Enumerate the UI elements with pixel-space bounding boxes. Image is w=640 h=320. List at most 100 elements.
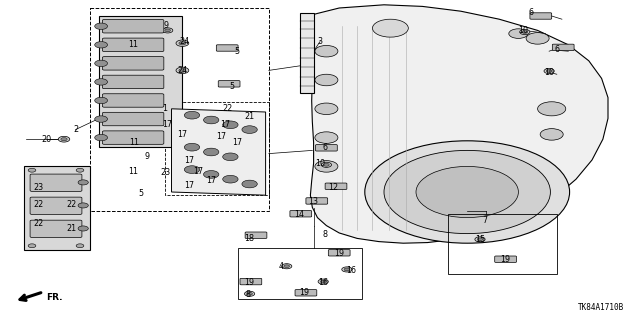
Circle shape: [372, 19, 408, 37]
Circle shape: [223, 175, 238, 183]
Text: 18: 18: [244, 234, 255, 243]
Circle shape: [547, 70, 552, 72]
FancyBboxPatch shape: [102, 57, 164, 70]
Circle shape: [526, 33, 549, 44]
Circle shape: [384, 150, 550, 234]
Text: 9: 9: [145, 152, 150, 161]
FancyBboxPatch shape: [295, 290, 317, 296]
Text: 24: 24: [177, 66, 188, 75]
Text: 17: 17: [193, 167, 204, 176]
FancyBboxPatch shape: [102, 112, 164, 126]
Text: 19: 19: [299, 288, 309, 297]
Circle shape: [416, 166, 518, 218]
Circle shape: [76, 168, 84, 172]
Text: 19: 19: [500, 255, 511, 264]
Circle shape: [223, 153, 238, 161]
Circle shape: [204, 148, 219, 156]
Circle shape: [284, 265, 289, 268]
Circle shape: [163, 28, 173, 33]
FancyBboxPatch shape: [306, 198, 328, 204]
Polygon shape: [99, 16, 182, 147]
FancyBboxPatch shape: [240, 278, 262, 285]
Text: 7: 7: [483, 216, 488, 225]
Circle shape: [184, 166, 200, 173]
Text: 24: 24: [179, 37, 189, 46]
FancyBboxPatch shape: [552, 44, 574, 51]
FancyBboxPatch shape: [30, 197, 82, 214]
Text: 5: 5: [138, 189, 143, 198]
FancyBboxPatch shape: [325, 183, 347, 189]
Circle shape: [95, 79, 108, 85]
Circle shape: [223, 121, 238, 129]
Text: 8: 8: [246, 290, 251, 299]
Text: 13: 13: [308, 197, 319, 206]
Polygon shape: [172, 109, 266, 195]
Polygon shape: [310, 5, 608, 243]
FancyBboxPatch shape: [495, 256, 516, 262]
Circle shape: [58, 136, 70, 142]
Circle shape: [95, 42, 108, 48]
Circle shape: [321, 162, 332, 167]
Circle shape: [282, 264, 292, 269]
Text: 5: 5: [234, 47, 239, 56]
Circle shape: [475, 237, 485, 242]
Circle shape: [344, 268, 349, 271]
Polygon shape: [24, 166, 90, 250]
FancyBboxPatch shape: [290, 211, 312, 217]
Circle shape: [204, 116, 219, 124]
Circle shape: [78, 203, 88, 208]
Text: 23: 23: [33, 183, 44, 192]
Circle shape: [165, 29, 170, 32]
Circle shape: [95, 60, 108, 67]
Circle shape: [95, 134, 108, 141]
FancyBboxPatch shape: [245, 232, 267, 238]
Text: 14: 14: [294, 210, 305, 219]
Text: 8: 8: [323, 230, 328, 239]
Circle shape: [365, 141, 570, 243]
Circle shape: [242, 126, 257, 133]
FancyBboxPatch shape: [102, 75, 164, 89]
Circle shape: [544, 68, 554, 74]
Circle shape: [28, 168, 36, 172]
Circle shape: [538, 102, 566, 116]
Text: 17: 17: [184, 156, 194, 164]
Text: 17: 17: [206, 176, 216, 185]
Circle shape: [95, 97, 108, 104]
Text: 16: 16: [346, 266, 356, 275]
Circle shape: [204, 171, 219, 178]
Circle shape: [315, 103, 338, 115]
FancyBboxPatch shape: [316, 145, 337, 151]
Text: 1: 1: [163, 104, 168, 113]
Circle shape: [315, 161, 338, 172]
Text: 21: 21: [67, 224, 77, 233]
Circle shape: [315, 45, 338, 57]
FancyBboxPatch shape: [30, 220, 82, 237]
Text: 15: 15: [475, 236, 485, 244]
Circle shape: [520, 29, 530, 35]
Text: 16: 16: [318, 278, 328, 287]
Text: 6: 6: [554, 45, 559, 54]
Circle shape: [321, 280, 326, 283]
FancyBboxPatch shape: [328, 250, 350, 256]
Text: 17: 17: [163, 120, 173, 129]
Circle shape: [509, 29, 528, 38]
Circle shape: [61, 138, 67, 141]
Text: 19: 19: [334, 249, 344, 258]
Text: 17: 17: [177, 130, 188, 139]
Text: 12: 12: [328, 183, 338, 192]
Circle shape: [315, 132, 338, 143]
Text: 20: 20: [42, 135, 52, 144]
Text: 19: 19: [244, 278, 255, 287]
Circle shape: [184, 111, 200, 119]
FancyBboxPatch shape: [530, 13, 552, 19]
Circle shape: [95, 23, 108, 29]
Text: 10: 10: [544, 68, 554, 76]
Text: 3: 3: [317, 37, 323, 46]
Circle shape: [184, 143, 200, 151]
Text: 11: 11: [128, 40, 138, 49]
Text: 23: 23: [160, 168, 170, 177]
Circle shape: [28, 244, 36, 248]
Circle shape: [78, 180, 88, 185]
Circle shape: [78, 226, 88, 231]
Text: 17: 17: [220, 120, 230, 129]
